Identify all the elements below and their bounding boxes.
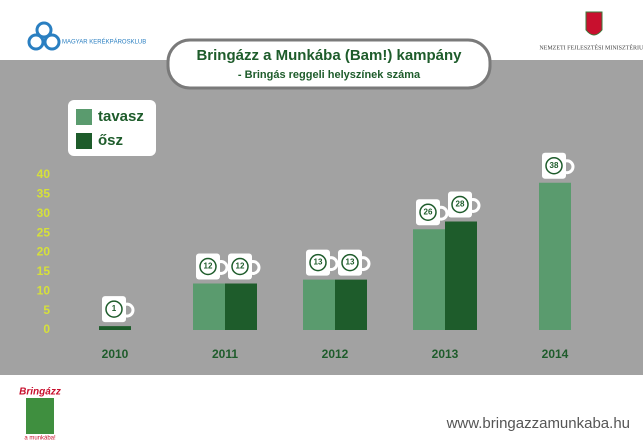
x-tick-label: 2011	[212, 347, 238, 361]
y-tick-label: 25	[37, 225, 51, 239]
mug: 13	[338, 249, 371, 276]
y-tick-label: 20	[37, 245, 51, 259]
logo-text: Bringázz	[19, 387, 61, 398]
right-logo: NEMZETI FEJLESZTÉSI MINISZTÉRIUM	[539, 11, 643, 51]
legend-label: tavasz	[98, 108, 144, 125]
logo-image	[26, 398, 54, 434]
chart-title: Bringázz a Munkába (Bam!) kampány	[196, 47, 462, 64]
data-label: 13	[346, 258, 355, 267]
legend-label: ősz	[98, 132, 123, 149]
mug: 28	[448, 191, 481, 218]
data-label: 28	[456, 200, 465, 209]
data-label: 26	[424, 207, 433, 216]
legend-swatch	[76, 109, 92, 125]
label-ring	[419, 203, 437, 221]
left-logo: MAGYAR KERÉKPÁROSKLUB	[27, 21, 146, 51]
bar	[225, 283, 257, 330]
x-tick-label: 2013	[432, 347, 459, 361]
logo-text: a munkába!	[24, 436, 56, 442]
mug: 38	[542, 152, 575, 179]
label-ring	[545, 157, 563, 175]
data-label: 13	[314, 258, 323, 267]
x-tick-label: 2014	[542, 347, 569, 361]
logo-ring	[43, 33, 61, 51]
y-tick-label: 0	[43, 322, 50, 336]
y-tick-label: 40	[37, 167, 51, 181]
data-label: 12	[204, 262, 213, 271]
bar	[445, 221, 477, 330]
data-label: 38	[550, 161, 559, 170]
mug: 12	[228, 253, 261, 280]
y-tick-label: 5	[43, 303, 50, 317]
y-tick-label: 30	[37, 206, 51, 220]
y-tick-label: 10	[37, 283, 51, 297]
website: www.bringazzamunkaba.hu	[446, 415, 630, 432]
logo-ring	[27, 33, 45, 51]
label-ring	[451, 195, 469, 214]
x-tick-label: 2012	[322, 347, 349, 361]
label-ring	[341, 253, 359, 272]
mug: 13	[306, 249, 339, 276]
data-label: 1	[112, 304, 117, 313]
title-box	[166, 38, 492, 90]
y-tick-label: 15	[37, 264, 51, 278]
x-tick-label: 2010	[102, 347, 129, 361]
legend-swatch	[76, 133, 92, 149]
label-ring	[199, 257, 217, 276]
logo-text: NEMZETI FEJLESZTÉSI MINISZTÉRIUM	[539, 43, 643, 51]
label-ring	[231, 257, 249, 276]
mug: 1	[102, 296, 135, 323]
mug: 12	[196, 253, 229, 280]
mug: 26	[416, 199, 449, 226]
footer-logo: Bringázz a munkába!	[19, 387, 61, 442]
chart-subtitle: - Bringás reggeli helyszínek száma	[238, 69, 421, 81]
bar	[193, 283, 225, 330]
label-ring	[309, 253, 327, 272]
bar	[99, 326, 131, 330]
plot: 0 5 10 15 20 25 30 35 40 tavasz ősz 2010 1 2011 12 12 20…	[37, 108, 575, 361]
y-tick-label: 35	[37, 187, 51, 201]
logo-ring	[35, 21, 53, 39]
crest	[585, 11, 603, 36]
bar	[539, 182, 571, 330]
data-label: 12	[236, 262, 245, 271]
bar	[413, 229, 445, 330]
bar	[335, 279, 367, 330]
bar	[303, 279, 335, 330]
logo-text: MAGYAR KERÉKPÁROSKLUB	[62, 39, 146, 46]
label-ring	[105, 300, 123, 318]
